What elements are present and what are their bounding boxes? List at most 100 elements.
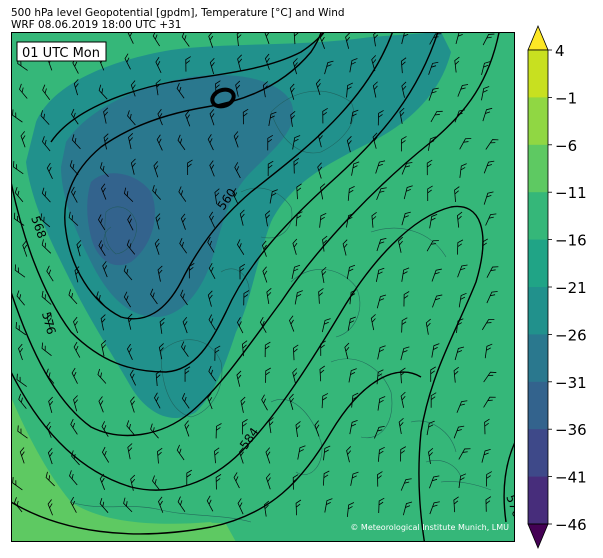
wind-barb xyxy=(41,342,52,357)
wind-barb xyxy=(428,87,439,101)
wind-barb xyxy=(233,131,239,148)
wind-barb xyxy=(208,32,214,48)
wind-barb xyxy=(153,392,161,409)
wind-barb xyxy=(292,238,298,255)
colorbar-min-arrow xyxy=(527,523,549,550)
wind-barb xyxy=(321,266,327,283)
wind-barb xyxy=(181,341,189,357)
wind-barb xyxy=(70,418,78,435)
wind-barb xyxy=(100,183,107,200)
wind-barb xyxy=(241,340,248,357)
colorbar-tick-label: −1 xyxy=(555,89,577,107)
wind-barb xyxy=(185,56,191,72)
wind-barb xyxy=(15,322,27,336)
wind-barb xyxy=(265,473,271,490)
wind-barb xyxy=(321,318,331,333)
colorbar-max-arrow xyxy=(527,24,549,51)
wind-barb xyxy=(155,370,162,387)
wind-barb xyxy=(73,341,81,358)
wind-barb xyxy=(97,368,107,384)
wind-barb xyxy=(399,107,405,124)
wind-barb xyxy=(398,236,403,253)
wind-barb xyxy=(18,343,23,361)
wind-barb xyxy=(400,367,406,384)
wind-barb xyxy=(400,57,407,74)
wind-barb xyxy=(401,211,411,226)
wind-barb xyxy=(289,393,294,410)
wind-barb xyxy=(41,187,51,203)
wind-barb xyxy=(429,501,440,515)
colorbar-band xyxy=(528,334,548,383)
wind-barb xyxy=(291,264,301,279)
wind-barb xyxy=(14,187,24,203)
wind-barb xyxy=(344,342,350,359)
wind-barb xyxy=(290,110,296,127)
wind-barb xyxy=(127,443,133,460)
wind-barb xyxy=(45,471,55,487)
wind-barb xyxy=(130,396,136,413)
colorbar-band xyxy=(528,239,548,288)
wind-barb xyxy=(457,84,469,97)
wind-barb xyxy=(453,366,459,383)
wind-barb xyxy=(295,211,303,227)
wind-barb xyxy=(73,316,79,334)
wind-barb xyxy=(101,340,107,357)
wind-barb xyxy=(214,345,221,361)
wind-barb xyxy=(349,289,357,305)
wind-barb xyxy=(48,396,54,413)
wind-barb xyxy=(157,109,163,126)
wind-barb xyxy=(401,162,413,175)
wind-barb xyxy=(177,496,186,512)
wind-barb xyxy=(236,317,244,334)
wind-barb xyxy=(431,343,440,358)
chart-subtitle: WRF 08.06.2019 18:00 UTC +31 xyxy=(11,19,182,31)
wind-barb xyxy=(351,392,359,408)
wind-barb xyxy=(400,346,410,361)
wind-barb xyxy=(481,319,495,331)
colorbar-tick-label: −36 xyxy=(555,421,587,439)
wind-barb xyxy=(96,291,105,307)
wind-barb xyxy=(154,238,160,255)
colorbar: 4 −1 −6 −11 −16 −21 −26 −31 −36 −41 −46 xyxy=(527,24,587,550)
wind-barb xyxy=(458,473,467,489)
wind-barb xyxy=(152,475,161,491)
wind-barb xyxy=(76,240,82,257)
wind-barb xyxy=(377,396,386,411)
colorbar-band xyxy=(528,144,548,193)
wind-barb xyxy=(346,213,355,228)
wind-barb xyxy=(153,161,159,178)
wind-barb xyxy=(425,318,431,335)
wind-barb xyxy=(458,448,471,460)
wind-barb xyxy=(13,161,24,175)
wind-barb xyxy=(401,267,410,282)
wind-barb xyxy=(47,499,53,516)
wind-barb xyxy=(18,393,27,409)
wind-barb xyxy=(266,287,272,304)
wind-barb xyxy=(16,290,25,306)
wind-barb xyxy=(324,60,334,75)
wind-barb xyxy=(242,108,249,125)
wind-barb xyxy=(158,343,164,360)
colorbar-band xyxy=(528,97,548,146)
wind-barb xyxy=(292,474,299,490)
wind-barb xyxy=(180,289,188,306)
copyright-text: © Meteorological Institute Munich, LMU xyxy=(350,523,509,532)
wind-barb xyxy=(319,365,325,382)
wind-barb xyxy=(181,393,190,409)
wind-barb xyxy=(346,82,354,98)
wind-barb xyxy=(156,134,163,151)
wind-barb xyxy=(262,266,268,283)
wind-barb xyxy=(176,444,185,461)
wind-barb xyxy=(400,478,412,491)
wind-barb xyxy=(314,420,320,437)
colorbar-band xyxy=(528,381,548,430)
wind-barb xyxy=(12,109,23,123)
wind-barb xyxy=(483,160,495,174)
wind-barb xyxy=(322,470,330,486)
wind-barb xyxy=(235,80,241,97)
wind-barb xyxy=(296,183,302,200)
wind-barb xyxy=(185,110,191,127)
contour-584 xyxy=(11,371,515,535)
wind-barb xyxy=(481,61,491,76)
colorbar-tick-label: −26 xyxy=(555,326,587,344)
